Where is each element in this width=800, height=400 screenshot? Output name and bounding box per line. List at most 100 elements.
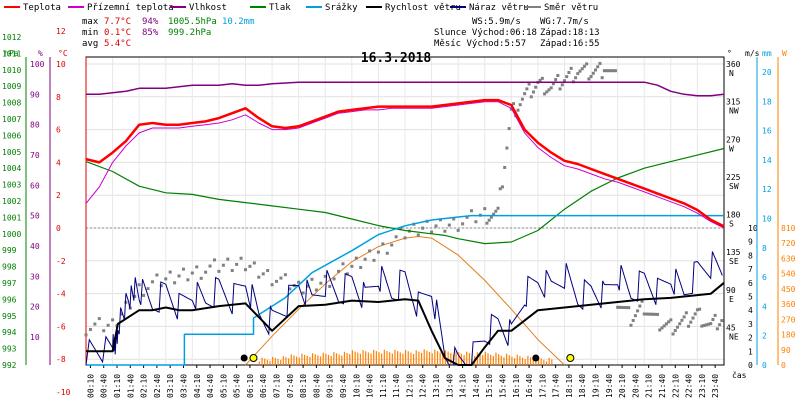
dir-point bbox=[217, 269, 221, 273]
sun-bar bbox=[540, 358, 542, 365]
sun-bar bbox=[397, 351, 399, 365]
dir-point bbox=[150, 280, 154, 284]
sun-bar bbox=[426, 350, 428, 365]
tick-sun: 360 bbox=[781, 300, 796, 309]
sun-bar bbox=[338, 354, 340, 365]
stat-max-hum: 94% bbox=[142, 17, 159, 27]
stats-block: max 7.7°C 94% 1005.5hPa 10.2mm min 0.1°C 85% 999… bbox=[82, 17, 600, 49]
stat-moon-set: Západ:16:55 bbox=[540, 39, 600, 49]
sun-bar bbox=[468, 353, 470, 365]
dir-point bbox=[93, 322, 97, 326]
dir-point bbox=[186, 278, 190, 282]
tick-time: 04:40 bbox=[206, 374, 215, 398]
stat-max-rain: 10.2mm bbox=[222, 17, 255, 27]
tick-rain: 10 bbox=[762, 215, 772, 224]
tick-pct: 60 bbox=[30, 181, 40, 190]
tick-sun: 720 bbox=[781, 239, 796, 248]
sun-bar bbox=[346, 352, 348, 365]
dir-point bbox=[605, 69, 609, 73]
dir-point bbox=[208, 264, 212, 268]
stat-min-temp: 0.1°C bbox=[104, 28, 131, 38]
dir-point bbox=[649, 312, 653, 316]
sun-bar bbox=[442, 353, 444, 365]
dir-point bbox=[718, 323, 722, 327]
sun-bar bbox=[386, 351, 388, 365]
sun-bar bbox=[314, 354, 316, 365]
dir-point bbox=[636, 309, 640, 313]
dir-point bbox=[702, 323, 706, 327]
sun-bar bbox=[529, 357, 532, 365]
dir-point bbox=[297, 280, 301, 284]
dir-point bbox=[680, 318, 684, 322]
sun-bar bbox=[277, 359, 279, 365]
stat-max-press: 1005.5hPa bbox=[168, 17, 217, 27]
dir-point bbox=[173, 281, 177, 285]
sun-bar bbox=[317, 355, 319, 365]
tick-time: 07:10 bbox=[273, 374, 282, 398]
dir-point bbox=[656, 312, 660, 316]
tick-time: 13:10 bbox=[432, 374, 441, 398]
dir-point bbox=[328, 284, 332, 288]
dir-point bbox=[283, 273, 287, 277]
tick-time: 15:10 bbox=[485, 374, 494, 398]
axis-label-ms: m/s bbox=[745, 49, 760, 58]
tick-hpa: 1005 bbox=[2, 148, 21, 157]
tick-time: 03:40 bbox=[179, 374, 188, 398]
sun-bar bbox=[365, 351, 367, 365]
dir-point bbox=[598, 61, 602, 65]
dir-point bbox=[589, 75, 593, 79]
sun-bar bbox=[455, 350, 457, 365]
dir-point bbox=[489, 215, 493, 219]
sun-bar bbox=[354, 351, 356, 365]
dir-point bbox=[678, 322, 682, 326]
stat-moon: Měsíc Východ:5:57 bbox=[434, 39, 526, 49]
dir-point bbox=[602, 69, 606, 73]
tick-pct: 40 bbox=[30, 242, 40, 251]
axis-label-rain: mm bbox=[762, 49, 772, 58]
tick-rain: 12 bbox=[762, 185, 772, 194]
tick-dir: 270 bbox=[726, 135, 741, 144]
axes: hPa1012101110101009100810071006100510041… bbox=[2, 27, 796, 398]
sun-bar bbox=[436, 351, 439, 365]
dir-point bbox=[569, 66, 573, 70]
dir-point bbox=[164, 277, 168, 281]
stat-wind-gust: WG:7.7m/s bbox=[540, 17, 589, 27]
stat-min-press: 999.2hPa bbox=[168, 28, 211, 38]
dir-point bbox=[503, 165, 507, 169]
tick-hpa: 1009 bbox=[2, 82, 21, 91]
dir-point bbox=[618, 305, 622, 309]
dir-point bbox=[500, 185, 504, 189]
tick-hpa: 1012 bbox=[2, 33, 21, 42]
series-line-wind bbox=[86, 282, 725, 366]
dir-point bbox=[270, 283, 274, 287]
tick-ms: 6 bbox=[748, 279, 753, 288]
dir-point bbox=[558, 87, 562, 91]
dir-point bbox=[662, 324, 666, 328]
moonrise-marker bbox=[240, 354, 248, 362]
sun-bar bbox=[349, 354, 351, 365]
tick-ms: 4 bbox=[748, 306, 753, 315]
tick-time: 23:10 bbox=[698, 374, 707, 398]
tick-time: 10:10 bbox=[352, 374, 361, 398]
dir-point bbox=[248, 264, 252, 268]
tick-time: 18:10 bbox=[565, 374, 574, 398]
dir-point bbox=[551, 82, 555, 86]
tick-pct: 20 bbox=[30, 303, 40, 312]
dir-point bbox=[390, 243, 394, 247]
tick-pct: 80 bbox=[30, 121, 40, 130]
tick-rain: 18 bbox=[762, 97, 772, 106]
tick-hpa: 1002 bbox=[2, 197, 21, 206]
sun-bar bbox=[447, 351, 449, 365]
sun-bar bbox=[412, 353, 415, 365]
dir-point bbox=[642, 312, 646, 316]
tick-time: 22:10 bbox=[671, 374, 680, 398]
dir-point bbox=[257, 275, 261, 279]
tick-time: 14:10 bbox=[459, 374, 468, 398]
dir-point bbox=[531, 90, 535, 94]
legend-entry: Teplota bbox=[23, 3, 61, 13]
tick-time: 17:40 bbox=[552, 374, 561, 398]
sun-bar bbox=[303, 354, 306, 365]
dir-point bbox=[671, 332, 675, 336]
tick-hpa: 996 bbox=[2, 295, 17, 304]
